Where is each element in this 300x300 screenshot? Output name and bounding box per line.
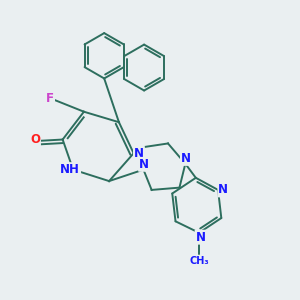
Text: N: N bbox=[196, 231, 206, 244]
Text: CH₃: CH₃ bbox=[189, 256, 209, 266]
Text: N: N bbox=[181, 152, 191, 165]
Text: O: O bbox=[30, 133, 40, 146]
Text: N: N bbox=[218, 183, 228, 196]
Text: NH: NH bbox=[60, 163, 80, 176]
Text: F: F bbox=[46, 92, 54, 105]
Text: N: N bbox=[134, 147, 144, 160]
Text: N: N bbox=[139, 158, 149, 171]
